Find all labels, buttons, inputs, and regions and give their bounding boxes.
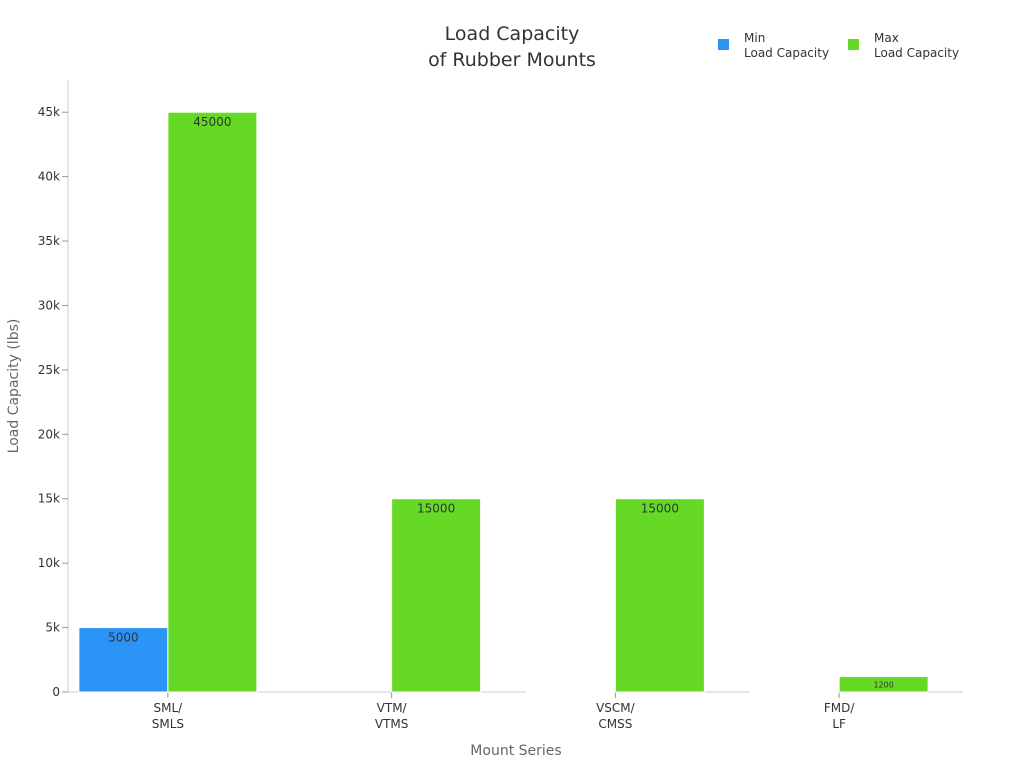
x-axis-title: Mount Series — [470, 743, 561, 759]
x-tick-label: VTM/ — [377, 701, 408, 715]
chart-title-line-2: of Rubber Mounts — [428, 49, 596, 71]
bar-max[interactable] — [838, 676, 929, 693]
y-tick-label: 30k — [38, 298, 60, 312]
bar-value-label: 15000 — [417, 502, 455, 516]
bar-value-label: 15000 — [641, 502, 679, 516]
x-tick-label: SMLS — [152, 717, 184, 731]
y-tick-label: 40k — [38, 170, 60, 184]
y-tick-label: 35k — [38, 234, 60, 248]
bars — [78, 111, 929, 693]
x-tick-label: FMD/ — [824, 701, 855, 715]
x-axis: SML/SMLS VTM/VTMS VSCM/CMSS FMD/LF — [68, 691, 963, 731]
y-tick-label: 15k — [38, 492, 60, 506]
bar-value-label: 5000 — [108, 631, 139, 645]
x-tick-label: VSCM/ — [596, 701, 636, 715]
bar-value-label: 1200 — [873, 680, 893, 689]
legend-item-max[interactable]: Max Load Capacity — [848, 31, 959, 60]
bar-max[interactable] — [167, 111, 258, 693]
y-tick-label: 20k — [38, 427, 60, 441]
chart-title-line-1: Load Capacity — [445, 23, 580, 45]
y-tick-label: 5k — [45, 621, 60, 635]
legend-item-min[interactable]: Min Load Capacity — [718, 31, 829, 60]
legend-swatch-max — [848, 39, 859, 50]
legend-label-min-line-1: Min — [744, 31, 765, 45]
bar-max[interactable] — [614, 498, 705, 693]
bar-value-label: 45000 — [193, 115, 231, 129]
y-axis-title: Load Capacity (lbs) — [6, 319, 22, 454]
y-axis: 0 5k 10k 15k 20k 25k 30k 35k 40k 45k — [38, 80, 69, 699]
bar-max[interactable] — [391, 498, 482, 693]
y-tick-label: 0 — [52, 685, 60, 699]
y-tick-label: 25k — [38, 363, 60, 377]
legend: Min Load Capacity Max Load Capacity — [718, 31, 959, 60]
legend-label-max-line-1: Max — [874, 31, 899, 45]
y-tick-label: 10k — [38, 556, 60, 570]
legend-label-max-line-2: Load Capacity — [874, 46, 959, 60]
x-tick-label: CMSS — [598, 717, 632, 731]
x-tick-label: VTMS — [375, 717, 409, 731]
bar-labels: 5000 45000 15000 15000 1200 — [108, 115, 894, 689]
x-tick-label: LF — [832, 717, 846, 731]
legend-label-min-line-2: Load Capacity — [744, 46, 829, 60]
legend-swatch-min — [718, 39, 729, 50]
y-tick-label: 45k — [38, 105, 60, 119]
x-tick-label: SML/ — [154, 701, 184, 715]
chart-title: Load Capacity of Rubber Mounts — [428, 23, 596, 71]
bar-min[interactable] — [78, 627, 169, 693]
